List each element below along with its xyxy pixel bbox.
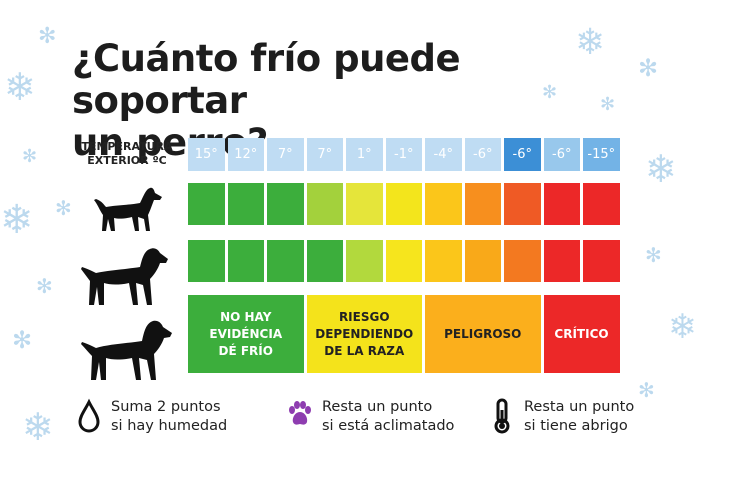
small-dog-risk-cell [188,183,225,225]
temperature-cell: 7° [267,138,304,171]
legend-coat: Resta un punto si tiene abrigo [488,398,634,436]
large-dog-icon [81,320,172,380]
snowflake-icon: ✻ [12,326,33,354]
medium-dog-risk-cell [583,240,620,282]
snowflake-icon: ❄ [4,65,36,109]
thermometer-icon [494,398,510,434]
temperature-cell: 12° [227,138,264,171]
temperature-cell: 15° [188,138,225,171]
small-dog-risk-cell [385,183,422,225]
temperature-axis-label: TEMPERATURA EXTERIOR ºC [81,140,173,167]
snowflake-icon: ✻ [22,146,38,167]
snowflake-icon: ✻ [38,24,57,49]
small-dog-row [188,183,620,225]
medium-dog-risk-cell [425,240,462,282]
small-dog-risk-cell [583,183,620,225]
medium-dog-risk-cell [346,240,383,282]
large-dog-zones: NO HAY EVIDÉNCIA DÉ FRÍO RIESGO DEPENDIEN… [188,295,620,373]
temperature-cell: -4° [425,138,462,171]
snowflake-icon: ❄ [575,22,606,63]
medium-dog-risk-cell [267,240,304,282]
small-dog-risk-cell [346,183,383,225]
medium-dog-risk-cell [227,240,264,282]
temperature-row: 15° 12° 7° 7° 1° -1° -4° -6° -6° -6° -15° [188,138,620,171]
snowflake-icon: ✻ [638,378,655,402]
snowflake-icon: ❄ [645,147,677,191]
small-dog-icon [94,187,162,231]
small-dog-risk-cell [306,183,343,225]
snowflake-icon: ❄ [22,405,54,449]
paw-icon [289,401,311,425]
risk-zone: CRÍTICO [543,295,620,373]
small-dog-risk-cell [543,183,580,225]
snowflake-icon: ❄ [668,307,697,347]
page-title: ¿Cuánto frío puede soportar un perro? [72,37,461,164]
snowflake-icon: ✻ [600,94,616,115]
snowflake-icon: ✻ [55,196,72,220]
small-dog-risk-cell [504,183,541,225]
small-dog-risk-cell [267,183,304,225]
temperature-cell: -6° [504,138,541,171]
temperature-cell: -6° [543,138,580,171]
risk-zone: NO HAY EVIDÉNCIA DÉ FRÍO [188,295,304,373]
medium-dog-risk-cell [543,240,580,282]
medium-dog-risk-cell [188,240,225,282]
temperature-cell: -15° [583,138,620,171]
temperature-cell: 1° [346,138,383,171]
medium-dog-risk-cell [385,240,422,282]
medium-dog-risk-cell [306,240,343,282]
legend-humidity-text: Suma 2 puntos si hay humedad [111,399,228,434]
snowflake-icon: ✻ [542,82,558,103]
small-dog-risk-cell [227,183,264,225]
temperature-cell: 7° [306,138,343,171]
droplet-icon [78,398,100,433]
legend-acclimated-text: Resta un punto si está aclimatado [322,399,455,434]
snowflake-icon: ✻ [645,243,662,267]
risk-zone: RIESGO DEPENDIENDO DE LA RAZA [306,295,422,373]
legend-coat-text: Resta un punto si tiene abrigo [524,399,635,434]
snowflake-icon: ✻ [638,54,659,82]
temperature-cell: -1° [385,138,422,171]
risk-zone: PELIGROSO [425,295,541,373]
temperature-cell: -6° [464,138,501,171]
medium-dog-risk-cell [504,240,541,282]
medium-dog-icon [81,248,168,305]
snowflake-icon: ✻ [36,274,53,298]
legend-humidity: Suma 2 puntos si hay humedad [75,398,227,436]
small-dog-risk-cell [464,183,501,225]
legend-acclimated: Resta un punto si está aclimatado [286,398,454,436]
snowflake-icon: ❄ [0,197,34,243]
medium-dog-risk-cell [464,240,501,282]
small-dog-risk-cell [425,183,462,225]
medium-dog-row [188,240,620,282]
